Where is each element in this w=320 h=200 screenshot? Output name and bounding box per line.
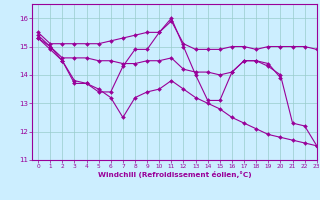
X-axis label: Windchill (Refroidissement éolien,°C): Windchill (Refroidissement éolien,°C) bbox=[98, 171, 251, 178]
